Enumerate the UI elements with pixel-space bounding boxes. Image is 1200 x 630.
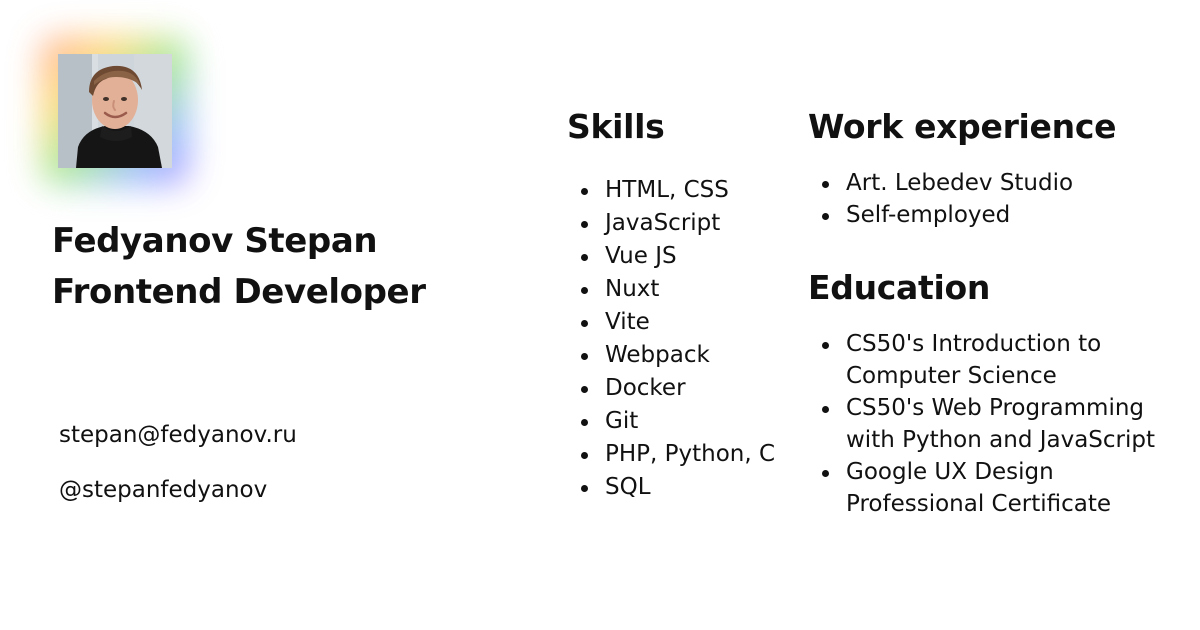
education-item-cs50-intro-line-2: Computer Science [846, 363, 1057, 389]
education-item-cs50-web-line-2: with Python and JavaScript [846, 427, 1156, 453]
skills-section: Skills HTML, CSS JavaScript Vue JS Nuxt … [567, 107, 787, 504]
skills-heading: Skills [567, 107, 665, 146]
skill-item-git: Git [567, 405, 787, 438]
person-name: Fedyanov Stepan [52, 221, 378, 261]
avatar-container [40, 36, 190, 186]
education-list: CS50's Introduction to Computer Science … [808, 328, 1188, 520]
work-experience-section: Work experience Art. Lebedev Studio Self… [808, 107, 1188, 231]
skills-list: HTML, CSS JavaScript Vue JS Nuxt Vite We… [567, 174, 787, 504]
education-item-cs50-web-line-1: CS50's Web Programming [846, 395, 1145, 421]
skill-item-sql: SQL [567, 471, 787, 504]
work-experience-list: Art. Lebedev Studio Self-employed [808, 167, 1188, 231]
skill-item-docker: Docker [567, 372, 787, 405]
avatar [58, 54, 172, 168]
skill-item-javascript: JavaScript [567, 207, 787, 240]
identity-block: Fedyanov Stepan Frontend Developer [52, 216, 492, 318]
job-title: Frontend Developer [52, 272, 426, 312]
social-handle[interactable]: @stepanfedyanov [59, 477, 268, 503]
education-section: Education CS50's Introduction to Compute… [808, 268, 1188, 520]
work-item-self-employed: Self-employed [808, 199, 1188, 231]
email-address[interactable]: stepan@fedyanov.ru [59, 422, 297, 448]
education-item-cs50-intro: CS50's Introduction to Computer Science [808, 328, 1188, 392]
education-heading: Education [808, 268, 991, 307]
work-experience-heading: Work experience [808, 107, 1117, 146]
skill-item-vue-js: Vue JS [567, 240, 787, 273]
education-item-google-ux-line-1: Google UX Design [846, 459, 1054, 485]
skill-item-php-python-c: PHP, Python, C [567, 438, 787, 471]
skill-item-nuxt: Nuxt [567, 273, 787, 306]
contact-list: stepan@fedyanov.ru @stepanfedyanov [59, 420, 479, 505]
skill-item-vite: Vite [567, 306, 787, 339]
skill-item-webpack: Webpack [567, 339, 787, 372]
education-item-google-ux-line-2: Professional Certificate [846, 491, 1112, 517]
work-item-art-lebedev-studio: Art. Lebedev Studio [808, 167, 1188, 199]
education-item-cs50-intro-line-1: CS50's Introduction to [846, 331, 1102, 357]
education-item-cs50-web: CS50's Web Programming with Python and J… [808, 392, 1188, 456]
avatar-image [58, 54, 172, 168]
skill-item-html-css: HTML, CSS [567, 174, 787, 207]
education-item-google-ux: Google UX Design Professional Certificat… [808, 456, 1188, 520]
